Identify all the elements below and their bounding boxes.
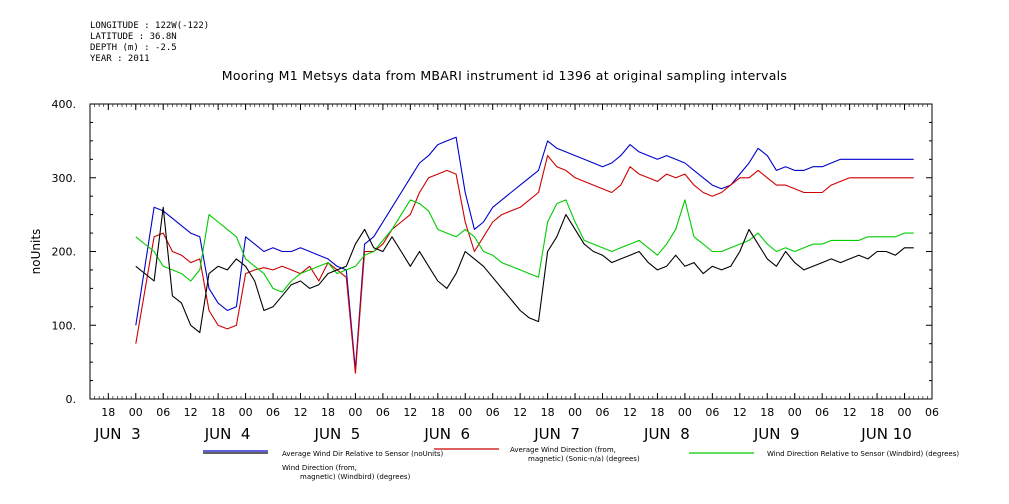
- legend-label: magnetic) (Windbird) (degrees): [300, 473, 411, 481]
- series-line-1: [135, 155, 914, 374]
- x-date-label: JUN 7: [533, 425, 580, 443]
- x-date-label: JUN 4: [204, 425, 251, 443]
- x-date-label: JUN 10: [860, 425, 911, 443]
- x-date-label: JUN 6: [423, 425, 470, 443]
- x-tick-label: 12: [294, 406, 308, 419]
- meta-longitude: LONGITUDE : 122W(-122): [90, 21, 210, 31]
- x-tick-label: 18: [211, 406, 225, 419]
- legend-label: Average Wind Dir Relative to Sensor (noU…: [282, 450, 443, 458]
- legend-label: magnetic) (Sonic-n/a) (degrees): [528, 455, 640, 463]
- x-tick-label: 06: [156, 406, 170, 419]
- x-tick-label: 00: [239, 406, 253, 419]
- x-tick-label: 18: [101, 406, 115, 419]
- x-tick-label: 12: [513, 406, 527, 419]
- x-tick-label: 18: [870, 406, 884, 419]
- x-date-label: JUN 8: [643, 425, 690, 443]
- x-tick-label: 00: [129, 406, 143, 419]
- x-minor-ticks: [94, 104, 928, 399]
- x-tick-label: 06: [266, 406, 280, 419]
- plot-frame: [89, 103, 933, 400]
- legend-label: Wind Direction Relative to Sensor (Windb…: [767, 450, 959, 458]
- y-axis-label: noUnits: [29, 229, 43, 275]
- series-line-0: [135, 206, 914, 334]
- meta-depth: DEPTH (m) : -2.5: [90, 43, 177, 53]
- x-tick-label: 12: [403, 406, 417, 419]
- x-tick-label: 00: [788, 406, 802, 419]
- x-tick-label: 06: [486, 406, 500, 419]
- y-tick-label: 100.: [52, 319, 77, 332]
- y-tick-label: 0.: [66, 393, 77, 406]
- x-tick-label: 00: [678, 406, 692, 419]
- legend-label: Average Wind Direction (from,: [510, 446, 616, 454]
- x-tick-label: 06: [815, 406, 829, 419]
- meta-year: YEAR : 2011: [90, 54, 150, 64]
- x-tick-label: 00: [568, 406, 582, 419]
- x-tick-label: 00: [348, 406, 362, 419]
- x-tick-label: 06: [596, 406, 610, 419]
- x-tick-label: 18: [431, 406, 445, 419]
- y-tick-label: 200.: [52, 246, 77, 259]
- x-tick-label: 12: [623, 406, 637, 419]
- y-tick-label: 300.: [52, 172, 77, 185]
- x-tick-label: 12: [184, 406, 198, 419]
- legend: Average Wind Dir Relative to Sensor (noU…: [203, 446, 959, 481]
- x-tick-label: 18: [760, 406, 774, 419]
- x-date-label: JUN 3: [94, 425, 141, 443]
- legend-label: Wind Direction (from,: [282, 464, 357, 472]
- meta-latitude: LATITUDE : 36.8N: [90, 32, 177, 42]
- series-line-3: [135, 136, 914, 371]
- x-tick-label: 06: [376, 406, 390, 419]
- x-tick-label: 18: [650, 406, 664, 419]
- x-tick-label: 18: [321, 406, 335, 419]
- chart-title: Mooring M1 Metsys data from MBARI instru…: [221, 68, 788, 83]
- x-tick-label: 18: [541, 406, 555, 419]
- x-tick-label: 00: [898, 406, 912, 419]
- x-tick-label: 06: [705, 406, 719, 419]
- x-tick-label: 12: [733, 406, 747, 419]
- x-date-label: JUN 9: [753, 425, 800, 443]
- y-tick-label: 400.: [52, 98, 77, 111]
- series-line-2: [135, 199, 914, 293]
- x-date-label: JUN 5: [314, 425, 361, 443]
- x-tick-label: 00: [458, 406, 472, 419]
- x-tick-label: 06: [925, 406, 939, 419]
- x-tick-label: 12: [843, 406, 857, 419]
- metadata-block: LONGITUDE : 122W(-122) LATITUDE : 36.8N …: [90, 21, 209, 65]
